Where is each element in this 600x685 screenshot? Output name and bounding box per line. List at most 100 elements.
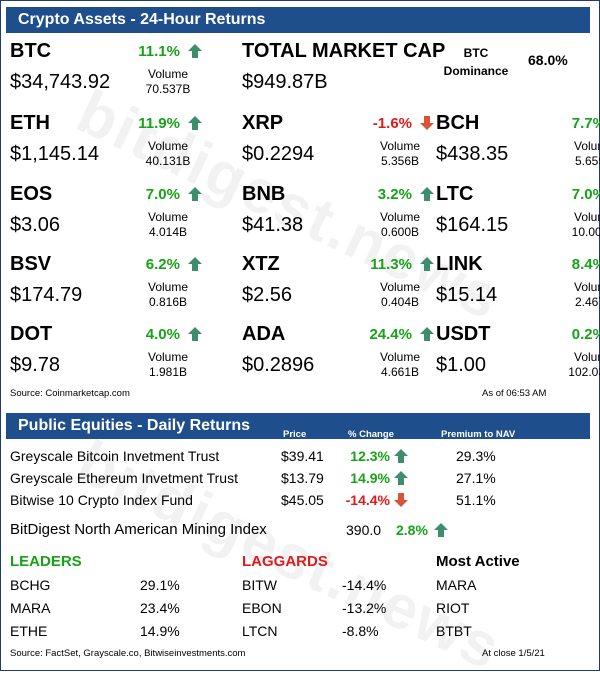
volume-label: Volume bbox=[573, 139, 600, 153]
volume-label: Volume bbox=[147, 350, 189, 364]
total-market-cap-value: $949.87B bbox=[242, 71, 328, 93]
asset-price-link: $15.14 bbox=[436, 284, 498, 306]
mining-index-arrow-up-icon bbox=[434, 523, 448, 537]
equity-row-name: Bitwise 10 Crypto Index Fund bbox=[10, 492, 193, 508]
most-active-title: Most Active bbox=[436, 553, 520, 570]
laggard-change: -8.8% bbox=[342, 623, 379, 639]
volume-value: 5.659B bbox=[574, 154, 600, 168]
arrow-up-icon bbox=[188, 116, 202, 130]
asset-volume-xrp: Volume 5.356B bbox=[360, 139, 440, 169]
laggard-ticker: EBON bbox=[242, 600, 282, 616]
asset-change-xrp: -1.6% bbox=[372, 115, 412, 132]
crypto-as-of: As of 06:53 AM bbox=[482, 388, 547, 399]
volume-label: Volume bbox=[379, 210, 421, 224]
arrow-down-icon bbox=[394, 493, 408, 507]
arrow-down-icon bbox=[420, 116, 434, 130]
most-active-ticker: RIOT bbox=[436, 600, 470, 616]
asset-symbol-xrp: XRP bbox=[242, 112, 284, 134]
asset-price-bnb: $41.38 bbox=[242, 214, 304, 236]
asset-price-dot: $9.78 bbox=[10, 354, 61, 376]
volume-label: Volume bbox=[147, 67, 189, 81]
col-header-price: Price bbox=[283, 429, 307, 440]
btc-dominance-value: 68.0% bbox=[528, 52, 568, 68]
equity-row-price: $45.05 bbox=[281, 492, 324, 508]
laggards-title: LAGGARDS bbox=[242, 553, 328, 570]
mining-index-value: 390.0 bbox=[346, 522, 382, 538]
asset-price-bch: $438.35 bbox=[436, 143, 509, 165]
asset-price-ltc: $164.15 bbox=[436, 214, 509, 236]
col-header-change: % Change bbox=[348, 429, 394, 440]
asset-price-bsv: $174.79 bbox=[10, 284, 83, 306]
volume-value: 1.981B bbox=[148, 365, 188, 379]
leader-change: 23.4% bbox=[140, 600, 180, 616]
asset-volume-dot: Volume 1.981B bbox=[128, 350, 208, 380]
asset-volume-btc: Volume 70.537B bbox=[128, 67, 208, 97]
arrow-up-icon bbox=[188, 187, 202, 201]
asset-change-dot: 4.0% bbox=[145, 326, 180, 343]
asset-symbol-eos: EOS bbox=[10, 183, 53, 205]
volume-value: 0.404B bbox=[380, 295, 420, 309]
laggard-ticker: LTCN bbox=[242, 623, 278, 639]
asset-change-bnb: 3.2% bbox=[377, 186, 412, 203]
volume-value: 0.600B bbox=[380, 225, 420, 239]
arrow-up-icon bbox=[420, 187, 434, 201]
volume-label: Volume bbox=[379, 350, 421, 364]
leader-ticker: ETHE bbox=[10, 623, 48, 639]
asset-volume-bch: Volume 5.659B bbox=[554, 139, 600, 169]
volume-value: 40.131B bbox=[145, 154, 191, 168]
asset-volume-xtz: Volume 0.404B bbox=[360, 280, 440, 310]
asset-volume-bnb: Volume 0.600B bbox=[360, 210, 440, 240]
equity-row-change: 12.3% bbox=[350, 448, 390, 464]
volume-label: Volume bbox=[147, 139, 189, 153]
asset-change-bsv: 6.2% bbox=[145, 256, 180, 273]
asset-volume-eth: Volume 40.131B bbox=[128, 139, 208, 169]
volume-label: Volume bbox=[147, 210, 189, 224]
asset-price-eos: $3.06 bbox=[10, 214, 61, 236]
asset-price-usdt: $1.00 bbox=[436, 354, 487, 376]
asset-change-eth: 11.9% bbox=[138, 115, 180, 132]
col-header-premium: Premium to NAV bbox=[441, 429, 516, 440]
asset-symbol-bnb: BNB bbox=[242, 183, 286, 205]
arrow-up-icon bbox=[188, 44, 202, 58]
asset-change-link: 8.4% bbox=[571, 256, 600, 273]
leader-change: 14.9% bbox=[140, 623, 180, 639]
asset-volume-ltc: Volume 10.000B bbox=[554, 210, 600, 240]
asset-price-ada: $0.2896 bbox=[242, 354, 315, 376]
volume-label: Volume bbox=[573, 350, 600, 364]
volume-value: 10.000B bbox=[571, 225, 600, 239]
asset-change-ltc: 7.0% bbox=[571, 186, 600, 203]
leader-ticker: MARA bbox=[10, 600, 51, 616]
volume-label: Volume bbox=[379, 139, 421, 153]
laggard-change: -13.2% bbox=[342, 600, 387, 616]
volume-value: 2.467B bbox=[574, 295, 600, 309]
volume-value: 4.014B bbox=[148, 225, 188, 239]
asset-symbol-eth: ETH bbox=[10, 112, 50, 134]
mining-index-change: 2.8% bbox=[396, 522, 428, 538]
arrow-up-icon bbox=[420, 327, 434, 341]
arrow-up-icon bbox=[188, 257, 202, 271]
laggard-ticker: BITW bbox=[242, 577, 277, 593]
equity-row-premium: 27.1% bbox=[456, 470, 496, 486]
leader-change: 29.1% bbox=[140, 577, 180, 593]
equity-row-premium: 29.3% bbox=[456, 448, 496, 464]
asset-symbol-usdt: USDT bbox=[436, 323, 491, 345]
asset-volume-ada: Volume 4.661B bbox=[360, 350, 440, 380]
volume-value: 4.661B bbox=[380, 365, 420, 379]
asset-symbol-btc: BTC bbox=[10, 40, 52, 62]
most-active-ticker: MARA bbox=[436, 577, 477, 593]
crypto-section-header: Crypto Assets - 24-Hour Returns bbox=[6, 7, 590, 33]
asset-symbol-xtz: XTZ bbox=[242, 253, 280, 275]
equity-row-price: $39.41 bbox=[281, 448, 324, 464]
equity-row-price: $13.79 bbox=[281, 470, 324, 486]
equity-row-change: 14.9% bbox=[350, 470, 390, 486]
asset-symbol-dot: DOT bbox=[10, 323, 53, 345]
volume-label: Volume bbox=[573, 280, 600, 294]
arrow-up-icon bbox=[394, 449, 408, 463]
volume-label: Volume bbox=[147, 280, 189, 294]
asset-symbol-bsv: BSV bbox=[10, 253, 52, 275]
asset-price-eth: $1,145.14 bbox=[10, 143, 99, 165]
leaders-title: LEADERS bbox=[10, 553, 82, 570]
total-market-cap-label: TOTAL MARKET CAP bbox=[242, 40, 446, 62]
equity-row-name: Greyscale Ethereum Invetment Trust bbox=[10, 470, 238, 486]
mining-index-name: BitDigest North American Mining Index bbox=[10, 521, 267, 538]
